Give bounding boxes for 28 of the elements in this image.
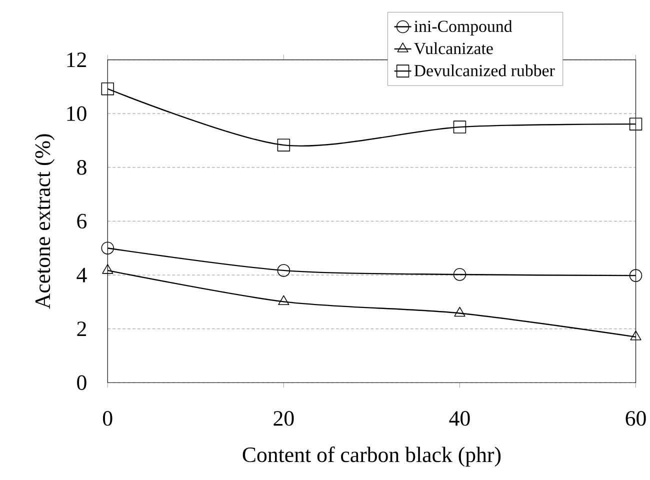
point xyxy=(629,118,642,130)
point xyxy=(277,264,290,277)
legend-label: Devulcanized rubber xyxy=(414,64,555,76)
point xyxy=(453,268,466,281)
x-tick-label: 0 xyxy=(102,410,112,426)
point xyxy=(101,82,114,96)
y-tick-label: 4 xyxy=(76,268,87,282)
y-tick-label: 6 xyxy=(77,214,87,228)
y-tick-label: 2 xyxy=(77,321,86,336)
point xyxy=(629,269,642,282)
x-axis-title: Content of carbon black (phr) xyxy=(242,446,501,466)
y-tick-label: 10 xyxy=(67,106,86,121)
y-tick-label: 0 xyxy=(77,375,86,390)
point xyxy=(101,242,114,254)
point xyxy=(630,330,642,340)
point xyxy=(454,306,466,316)
y-tick-label: 8 xyxy=(77,160,86,175)
x-tick-label: 60 xyxy=(626,410,646,426)
point xyxy=(277,138,290,152)
point xyxy=(453,120,466,134)
legend-label: ini-Compound xyxy=(414,20,512,36)
point xyxy=(102,264,114,274)
y-axis-title: Acetone extract (%) xyxy=(34,134,55,309)
x-tick-label: 40 xyxy=(449,410,470,426)
point xyxy=(278,295,290,305)
legend-label: Vulcanizate xyxy=(414,42,493,54)
y-tick-label: 12 xyxy=(67,52,86,67)
x-tick-label: 20 xyxy=(274,410,294,426)
